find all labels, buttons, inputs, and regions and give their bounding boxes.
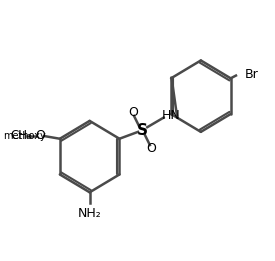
Text: S: S [136,123,147,138]
Text: O: O [146,142,156,155]
Text: NH₂: NH₂ [78,207,101,221]
Text: methoxy: methoxy [3,131,45,141]
Text: HN: HN [162,109,180,122]
Text: CH₃: CH₃ [10,129,32,143]
Text: Br: Br [245,68,259,81]
Text: O: O [128,106,138,119]
Text: O: O [35,129,45,143]
